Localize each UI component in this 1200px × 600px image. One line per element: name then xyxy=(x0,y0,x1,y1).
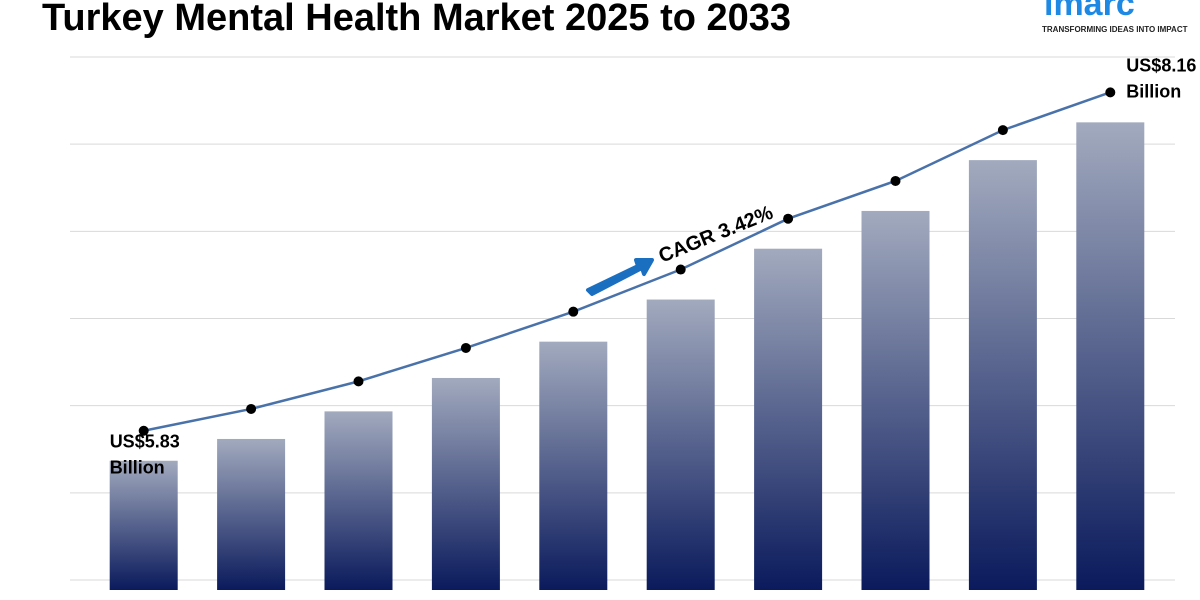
chart-title: Turkey Mental Health Market 2025 to 2033 xyxy=(42,0,791,39)
trend-point xyxy=(568,306,579,317)
bar xyxy=(539,341,608,590)
bar xyxy=(431,377,500,590)
trend-point xyxy=(997,125,1008,136)
trend-point xyxy=(1105,87,1116,98)
bars xyxy=(109,122,1145,591)
trend xyxy=(138,87,1116,436)
trend-point xyxy=(353,376,364,387)
bar xyxy=(1076,122,1145,591)
logo-tagline: TRANSFORMING IDEAS INTO IMPACT xyxy=(1042,25,1188,34)
trend-point xyxy=(783,213,794,224)
trend-point xyxy=(890,175,901,186)
trend-point xyxy=(460,342,471,353)
trend-line xyxy=(143,91,1111,432)
bar xyxy=(646,299,715,590)
trend-point xyxy=(138,425,149,436)
bar xyxy=(861,210,930,591)
bar xyxy=(217,438,286,590)
bar xyxy=(968,160,1037,590)
value-label: US$5.83 Billion xyxy=(110,431,185,477)
bar xyxy=(324,411,393,590)
cagr-arrow xyxy=(586,258,654,296)
trend-point xyxy=(675,264,686,275)
logo: imarc xyxy=(1044,0,1135,23)
trend-point xyxy=(246,403,257,414)
bar xyxy=(754,248,823,590)
bar xyxy=(109,460,178,590)
value-label: US$8.16 Billion xyxy=(1126,55,1200,101)
